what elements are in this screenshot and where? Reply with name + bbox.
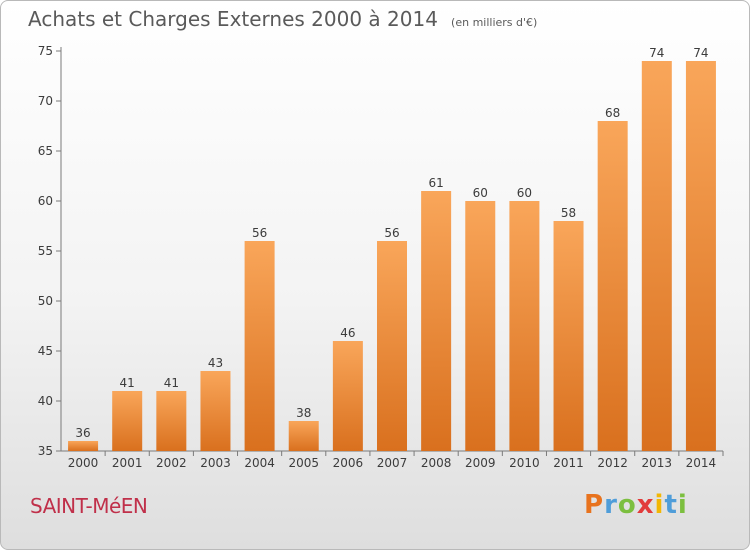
value-label: 56 [252, 226, 267, 240]
labels: 35 40 45 50 55 60 65 70 75 2000 36 2001 41 2002 41 2003… [38, 44, 716, 470]
x-tick-label: 2012 [597, 456, 628, 470]
x-tick-label: 2007 [377, 456, 408, 470]
bar-2003 [200, 371, 231, 451]
value-label: 41 [164, 376, 179, 390]
bar-2001 [112, 391, 143, 451]
x-tick-label: 2006 [333, 456, 364, 470]
value-label: 60 [517, 186, 532, 200]
x-tick-label: 2011 [553, 456, 584, 470]
y-tick-label: 50 [38, 294, 53, 308]
bar-2000 [68, 441, 99, 451]
x-tick-label: 2005 [288, 456, 319, 470]
x-tick-label: 2003 [200, 456, 231, 470]
chart-title: Achats et Charges Externes 2000 à 2014 [28, 7, 438, 31]
x-tick-label: 2001 [112, 456, 143, 470]
value-label: 61 [428, 176, 443, 190]
value-label: 74 [649, 46, 664, 60]
chart-subtitle: (en milliers d'€) [451, 16, 538, 29]
bar-2004 [244, 241, 275, 451]
bar-2013 [641, 61, 672, 451]
value-label: 56 [384, 226, 399, 240]
x-tick-label: 2004 [244, 456, 275, 470]
bar-2005 [288, 421, 319, 451]
bars [68, 61, 716, 451]
x-tick-label: 2014 [686, 456, 717, 470]
value-label: 41 [120, 376, 135, 390]
title-row: Achats et Charges Externes 2000 à 2014 (… [28, 7, 537, 31]
bar-2011 [553, 221, 584, 451]
x-tick-label: 2002 [156, 456, 187, 470]
brand-logo-letter: r [604, 490, 618, 520]
y-tick-label: 75 [38, 44, 53, 58]
brand-logo-letter: i [654, 490, 665, 520]
y-tick-label: 35 [38, 444, 53, 458]
x-tick-label: 2009 [465, 456, 496, 470]
y-tick-label: 65 [38, 144, 53, 158]
brand-logo: Proxiti [584, 490, 688, 520]
bar-2006 [332, 341, 363, 451]
x-tick-label: 2013 [642, 456, 673, 470]
value-label: 74 [693, 46, 708, 60]
y-tick-label: 60 [38, 194, 53, 208]
bar-2002 [156, 391, 187, 451]
bar-2014 [685, 61, 716, 451]
value-label: 43 [208, 356, 223, 370]
bar-2010 [509, 201, 540, 451]
value-label: 36 [75, 426, 90, 440]
y-tick-label: 45 [38, 344, 53, 358]
bar-2012 [597, 121, 628, 451]
y-tick-label: 55 [38, 244, 53, 258]
value-label: 68 [605, 106, 620, 120]
value-label: 46 [340, 326, 355, 340]
brand-logo-letter: i [677, 490, 688, 520]
bar-2009 [465, 201, 496, 451]
brand-logo-letter: P [584, 490, 605, 520]
brand-logo-letter: x [636, 490, 655, 520]
brand-logo-letter: o [617, 490, 637, 520]
y-tick-label: 40 [38, 394, 53, 408]
x-tick-label: 2010 [509, 456, 540, 470]
value-label: 58 [561, 206, 576, 220]
x-tick-label: 2008 [421, 456, 452, 470]
brand-logo-letter: t [664, 490, 678, 520]
y-tick-label: 70 [38, 94, 53, 108]
value-label: 60 [473, 186, 488, 200]
x-tick-label: 2000 [68, 456, 99, 470]
bar-2007 [377, 241, 407, 451]
commune-name: SAINT-MéEN [30, 494, 148, 518]
bar-2008 [421, 191, 452, 451]
value-label: 38 [296, 406, 311, 420]
